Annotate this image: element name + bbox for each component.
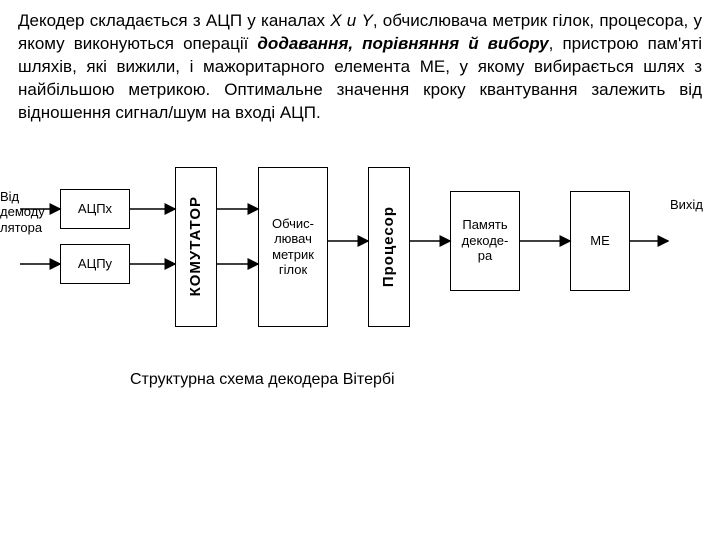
box-mem: Память декоде- ра — [450, 191, 520, 291]
input-label: Від демоду лятора — [0, 189, 48, 236]
desc-ops: додавання, порівняння й вибору — [257, 34, 548, 53]
box-calc: Обчис- лювач метрик гілок — [258, 167, 328, 327]
block-diagram: Від демоду лятора АЦПх АЦПу КОМУТАТОР Об… — [0, 149, 720, 409]
box-acp-x: АЦПх — [60, 189, 130, 229]
output-label: Вихід — [670, 197, 703, 212]
box-acp-y: АЦПу — [60, 244, 130, 284]
desc-prefix: Декодер складається з АЦП у каналах — [18, 11, 330, 30]
diagram-caption: Структурна схема декодера Вітербі — [130, 371, 395, 389]
desc-xy: X и Y — [330, 11, 373, 30]
box-me: МЕ — [570, 191, 630, 291]
box-proc: Процесор — [368, 167, 410, 327]
box-kom: КОМУТАТОР — [175, 167, 217, 327]
description-paragraph: Декодер складається з АЦП у каналах X и … — [0, 0, 720, 129]
